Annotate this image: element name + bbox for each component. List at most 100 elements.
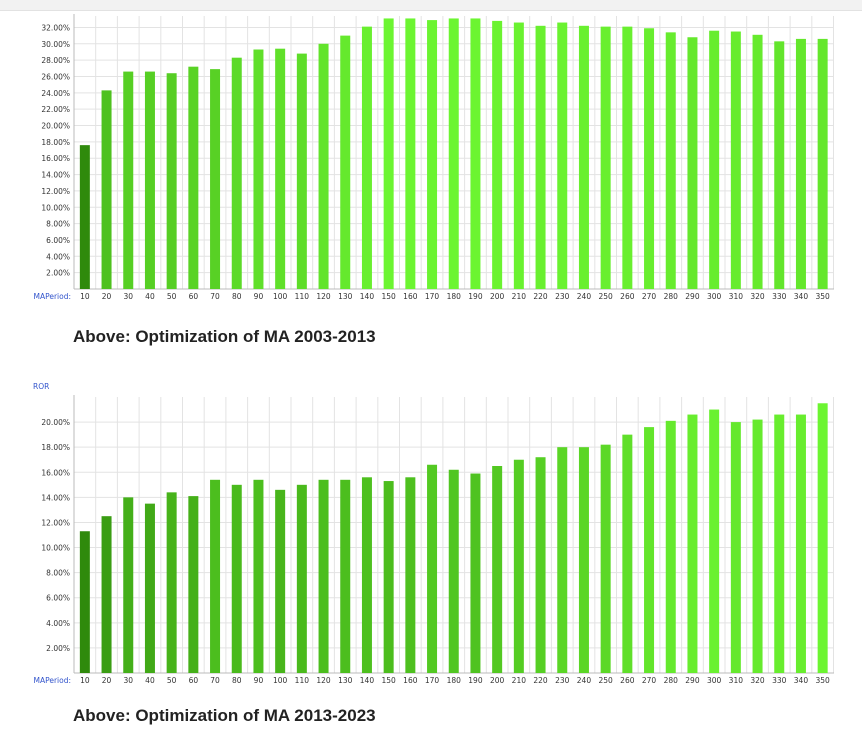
x-tick-label: 90 <box>254 292 264 301</box>
bar-310 <box>730 31 741 290</box>
x-tick-label: 280 <box>664 292 679 301</box>
bar-190 <box>470 473 481 673</box>
bar-350 <box>817 38 828 289</box>
x-axis-label: MAPeriod: <box>33 676 71 685</box>
bar-180 <box>448 469 459 673</box>
bar-140 <box>361 477 372 673</box>
x-tick-label: 330 <box>772 676 787 685</box>
y-tick-label: 12.00% <box>41 187 70 196</box>
x-tick-label: 80 <box>232 292 242 301</box>
bar-40 <box>144 503 155 673</box>
x-tick-label: 60 <box>189 292 199 301</box>
bar-80 <box>231 57 242 289</box>
bar-280 <box>665 420 676 673</box>
y-tick-label: 30.00% <box>41 40 70 49</box>
bar-210 <box>513 459 524 673</box>
y-tick-label: 22.00% <box>41 105 70 114</box>
y-tick-label: 18.00% <box>41 443 70 452</box>
x-tick-label: 100 <box>273 292 288 301</box>
bar-170 <box>427 20 438 290</box>
x-tick-label: 250 <box>598 676 613 685</box>
x-tick-label: 180 <box>447 292 462 301</box>
bar-350 <box>817 403 828 673</box>
x-tick-label: 140 <box>360 676 375 685</box>
x-tick-label: 40 <box>145 676 155 685</box>
bar-110 <box>296 53 307 289</box>
x-tick-label: 100 <box>273 676 288 685</box>
y-tick-label: 14.00% <box>41 493 70 502</box>
bar-240 <box>578 25 589 290</box>
bar-30 <box>123 497 134 673</box>
x-tick-label: 70 <box>210 676 220 685</box>
y-tick-label: 8.00% <box>46 220 70 229</box>
bar-280 <box>665 32 676 289</box>
y-tick-label: 8.00% <box>46 569 70 578</box>
bar-110 <box>296 484 307 673</box>
x-tick-label: 20 <box>102 292 112 301</box>
y-tick-label: 26.00% <box>41 72 70 81</box>
bar-190 <box>470 18 481 289</box>
x-tick-label: 340 <box>794 676 809 685</box>
x-tick-label: 40 <box>145 292 155 301</box>
bar-120 <box>318 43 329 289</box>
x-tick-label: 60 <box>189 676 199 685</box>
x-tick-label: 350 <box>815 292 830 301</box>
bar-220 <box>535 25 546 290</box>
bar-310 <box>730 422 741 673</box>
x-tick-label: 210 <box>512 676 527 685</box>
bar-130 <box>340 479 351 673</box>
y-tick-label: 16.00% <box>41 468 70 477</box>
bar-340 <box>795 414 806 673</box>
x-tick-label: 200 <box>490 676 505 685</box>
bar-290 <box>687 37 698 289</box>
bar-20 <box>101 516 112 673</box>
x-tick-label: 50 <box>167 676 177 685</box>
x-axis-label: MAPeriod: <box>33 292 71 301</box>
y-tick-label: 10.00% <box>41 203 70 212</box>
bar-120 <box>318 479 329 673</box>
bar-50 <box>166 73 177 289</box>
bar-100 <box>275 48 286 289</box>
x-tick-label: 110 <box>295 292 310 301</box>
x-tick-label: 120 <box>316 292 331 301</box>
x-tick-label: 120 <box>316 676 331 685</box>
y-tick-label: 4.00% <box>46 619 70 628</box>
x-tick-label: 190 <box>468 676 483 685</box>
x-tick-label: 50 <box>167 292 177 301</box>
x-tick-label: 20 <box>102 676 112 685</box>
x-tick-label: 230 <box>555 676 570 685</box>
x-tick-label: 30 <box>123 676 133 685</box>
bar-320 <box>752 34 763 289</box>
x-tick-label: 250 <box>598 292 613 301</box>
x-tick-label: 140 <box>360 292 375 301</box>
bar-90 <box>253 479 264 673</box>
page-top-bar <box>0 0 862 11</box>
bar-290 <box>687 414 698 673</box>
y-tick-label: 18.00% <box>41 138 70 147</box>
y-tick-label: 20.00% <box>41 122 70 131</box>
bar-60 <box>188 496 199 673</box>
bar-150 <box>383 481 394 673</box>
x-tick-label: 280 <box>664 676 679 685</box>
x-tick-label: 220 <box>533 676 548 685</box>
bar-180 <box>448 18 459 289</box>
y-tick-label: 14.00% <box>41 171 70 180</box>
y-tick-label: 4.00% <box>46 252 70 261</box>
x-tick-label: 340 <box>794 292 809 301</box>
bar-160 <box>405 477 416 673</box>
bar-260 <box>622 434 633 673</box>
x-tick-label: 170 <box>425 676 440 685</box>
x-tick-label: 30 <box>123 292 133 301</box>
bar-200 <box>492 466 503 673</box>
bar-10 <box>79 145 90 289</box>
bar-70 <box>210 69 221 289</box>
bar-250 <box>600 444 611 673</box>
bar-70 <box>210 479 221 673</box>
x-tick-label: 230 <box>555 292 570 301</box>
y-tick-label: 10.00% <box>41 544 70 553</box>
x-tick-label: 10 <box>80 292 90 301</box>
bar-220 <box>535 457 546 673</box>
caption-ma-2013-2023: Above: Optimization of MA 2013-2023 <box>73 706 376 725</box>
x-tick-label: 80 <box>232 676 242 685</box>
bar-80 <box>231 484 242 673</box>
